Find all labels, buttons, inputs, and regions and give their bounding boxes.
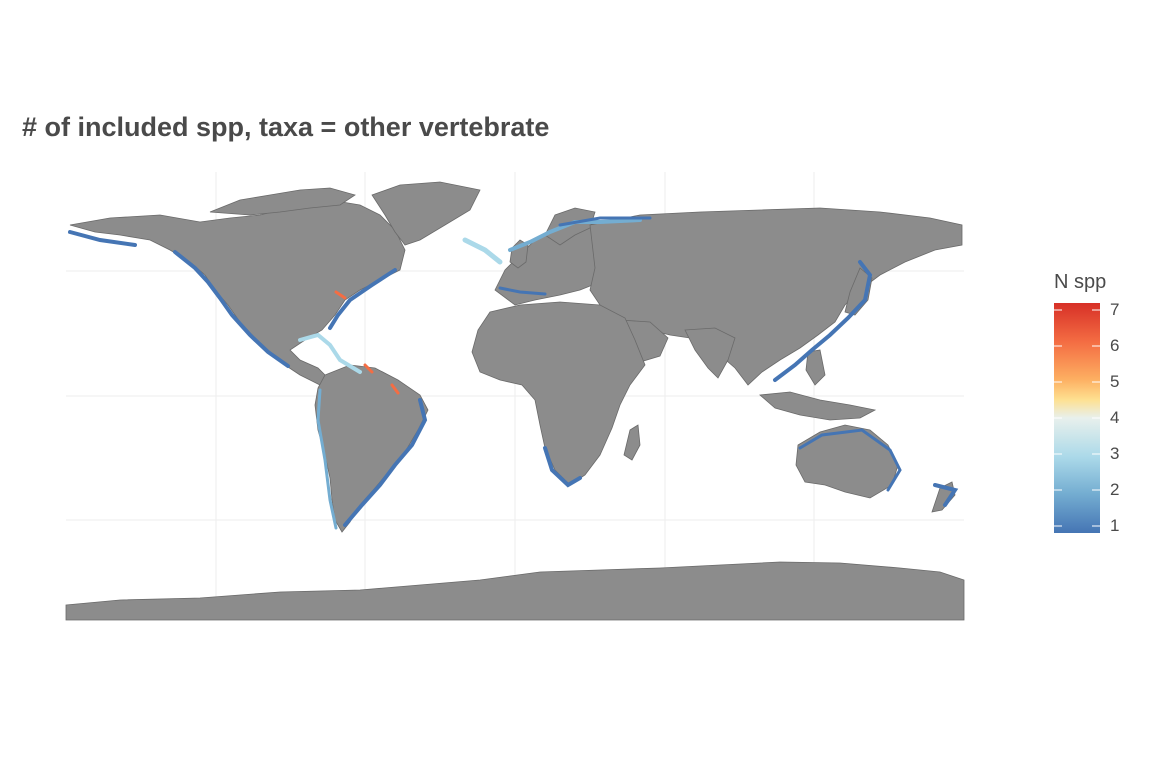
coverage-australia xyxy=(798,428,902,492)
coverage-europe xyxy=(508,218,642,252)
antarctica xyxy=(65,561,965,621)
legend-tick-label: 1 xyxy=(1110,516,1120,535)
north-america xyxy=(69,199,406,386)
arctic-islands xyxy=(209,187,356,216)
coverage-gulf xyxy=(298,332,362,374)
coverage-med xyxy=(498,286,547,296)
legend-tick-label: 2 xyxy=(1110,480,1120,499)
legend-tick-label: 7 xyxy=(1110,300,1120,319)
coverage-na-east xyxy=(328,268,397,330)
coverage-asia-east xyxy=(773,260,873,382)
africa xyxy=(471,301,646,486)
japan xyxy=(844,267,873,316)
species-coverage xyxy=(68,216,959,530)
greenland xyxy=(371,181,481,246)
legend-tick-label: 6 xyxy=(1110,336,1120,355)
coverage-sa xyxy=(343,398,428,527)
land xyxy=(65,181,965,621)
australia xyxy=(795,424,899,499)
coverage-sa-west xyxy=(316,388,338,530)
legend-tick-label: 5 xyxy=(1110,372,1120,391)
coverage-hotspot-us xyxy=(334,290,347,300)
legend-ticks xyxy=(1054,309,1100,527)
legend-tick-label: 4 xyxy=(1110,408,1120,427)
india xyxy=(684,327,736,379)
coverage-nz xyxy=(933,483,959,507)
legend-tick-label: 3 xyxy=(1110,444,1120,463)
philippines xyxy=(805,349,826,386)
madagascar xyxy=(623,424,641,461)
legend-title: N spp xyxy=(1054,271,1107,293)
coverage-na-west xyxy=(173,250,290,368)
coverage-alaska xyxy=(68,230,137,247)
indonesia xyxy=(759,391,877,421)
coverage-hotspot-caribbean xyxy=(363,363,400,395)
coverage-africa-south xyxy=(543,446,582,488)
coverage-arctic xyxy=(558,216,652,227)
plot-title: # of included spp, taxa = other vertebra… xyxy=(22,112,550,142)
coverage-n-atlantic xyxy=(462,237,503,265)
